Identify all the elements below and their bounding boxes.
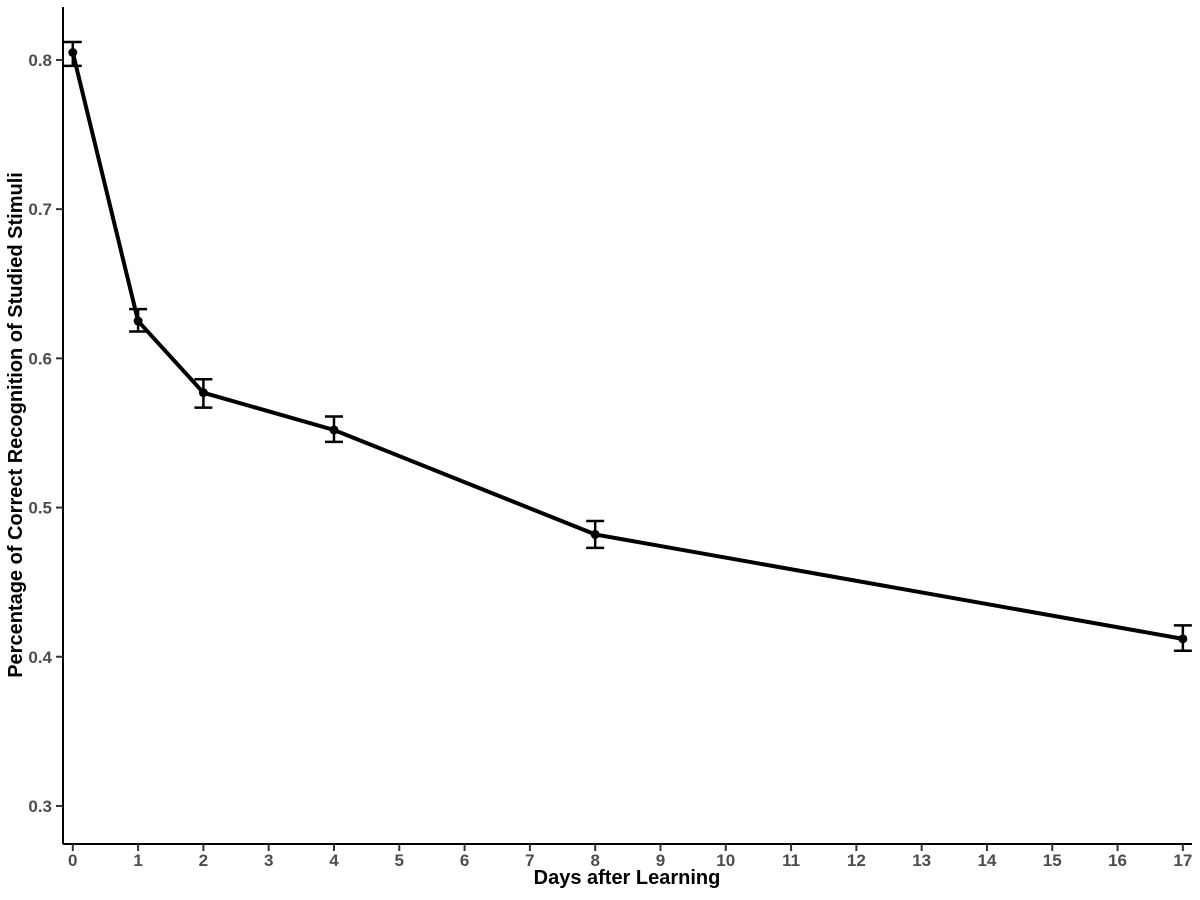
x-axis-title: Days after Learning bbox=[534, 867, 721, 889]
y-tick-label: 0.3 bbox=[28, 797, 52, 816]
y-tick-label: 0.8 bbox=[28, 51, 52, 70]
axes: 0 1 2 3 4 5 6 7 8 9 10 11 12 13 14 15 16 170.30.40.50.60.… bbox=[28, 7, 1192, 870]
data-series bbox=[63, 40, 1192, 653]
x-tick-label: 14 bbox=[978, 851, 997, 870]
data-point bbox=[329, 425, 339, 435]
x-tick-label: 8 bbox=[590, 851, 599, 870]
y-tick-label: 0.5 bbox=[28, 499, 52, 518]
x-tick-label: 9 bbox=[656, 851, 665, 870]
x-tick-label: 6 bbox=[460, 851, 469, 870]
x-tick-label: 4 bbox=[329, 851, 339, 870]
x-tick-label: 17 bbox=[1173, 851, 1192, 870]
data-point bbox=[198, 388, 208, 398]
data-point bbox=[590, 529, 600, 539]
x-tick-label: 15 bbox=[1043, 851, 1062, 870]
x-tick-label: 3 bbox=[264, 851, 273, 870]
y-tick-label: 0.7 bbox=[28, 200, 52, 219]
x-tick-label: 13 bbox=[912, 851, 931, 870]
data-point bbox=[133, 316, 143, 326]
x-tick-label: 16 bbox=[1108, 851, 1127, 870]
x-tick-label: 2 bbox=[199, 851, 208, 870]
x-tick-label: 7 bbox=[525, 851, 534, 870]
y-tick-label: 0.6 bbox=[28, 349, 52, 368]
y-axis-title: Percentage of Correct Recognition of Stu… bbox=[5, 172, 27, 678]
x-tick-label: 1 bbox=[133, 851, 142, 870]
x-tick-label: 12 bbox=[847, 851, 866, 870]
data-point bbox=[1178, 634, 1188, 644]
x-tick-label: 5 bbox=[395, 851, 404, 870]
x-tick-label: 10 bbox=[716, 851, 735, 870]
x-tick-label: 0 bbox=[68, 851, 77, 870]
series-line bbox=[70, 52, 1184, 641]
x-tick-label: 11 bbox=[782, 851, 800, 870]
y-tick-label: 0.4 bbox=[28, 648, 52, 667]
data-point bbox=[68, 48, 78, 58]
